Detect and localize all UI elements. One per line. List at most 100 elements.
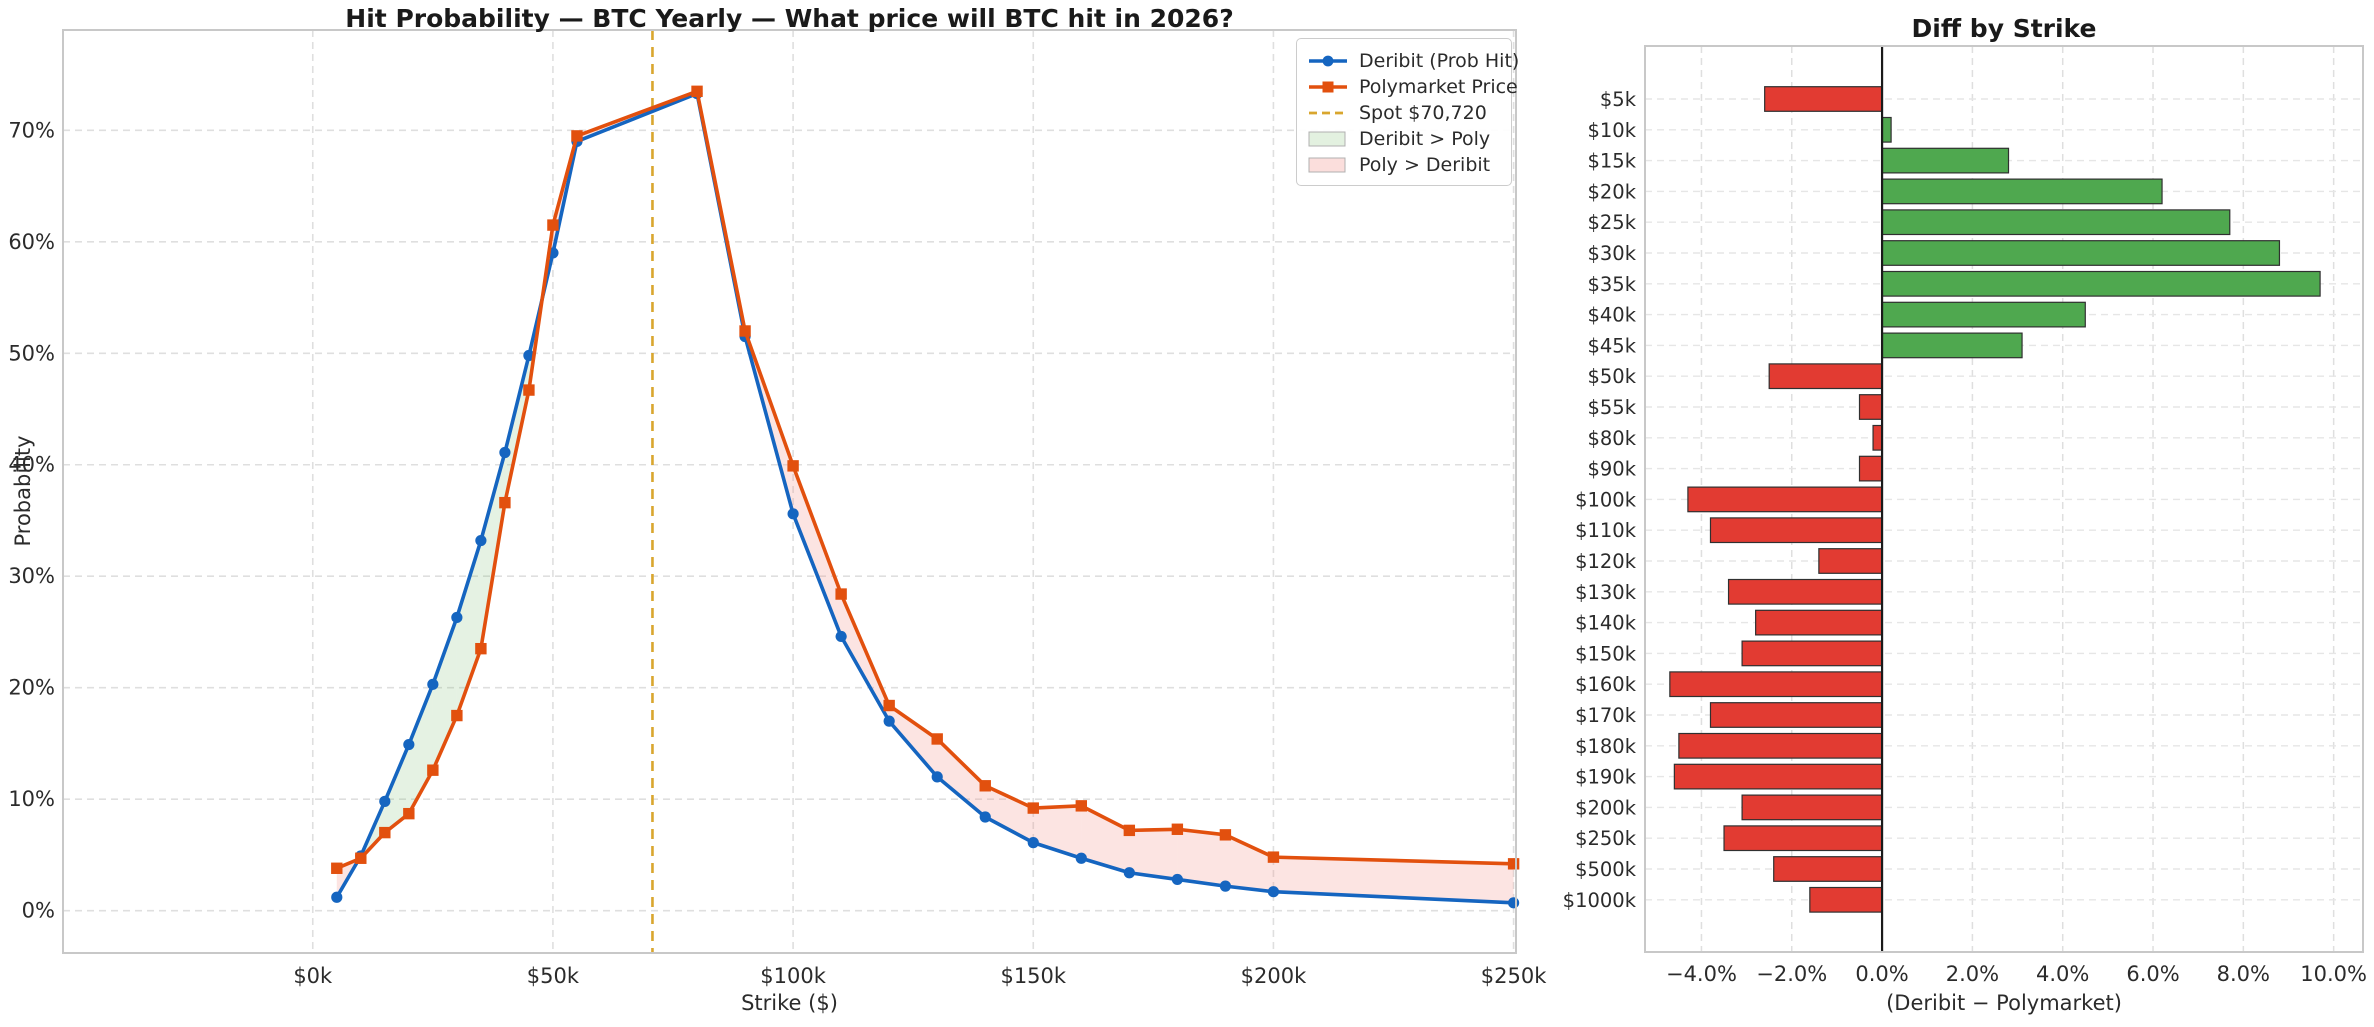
deribit-line xyxy=(334,91,1516,905)
deribit-point xyxy=(523,349,535,362)
strike-tick-label: $120k xyxy=(1575,550,1637,573)
polymarket-point xyxy=(403,807,415,820)
diff-bar-45k xyxy=(1881,332,2023,359)
green-patch-icon xyxy=(1307,129,1349,149)
diff-tick-label: 10.0% xyxy=(2300,962,2367,986)
polymarket-point xyxy=(547,219,559,231)
deribit-point xyxy=(1027,837,1039,849)
polymarket-point xyxy=(379,826,391,839)
diff-bar-35k xyxy=(1881,270,2321,297)
polymarket-point xyxy=(571,130,583,142)
y-tick-label: 20% xyxy=(8,676,55,700)
diff-bar-150k xyxy=(1741,640,1883,667)
fill-deribit-gt-poly xyxy=(480,452,505,649)
deribit-point xyxy=(1171,873,1183,886)
diff-bar-20k xyxy=(1881,178,2163,205)
fill-poly-gt-deribit xyxy=(1225,834,1274,892)
diff-bar-25k xyxy=(1881,209,2231,236)
diff-bar-80k xyxy=(1872,424,1883,451)
fill-deribit-gt-poly xyxy=(456,540,481,716)
x-tick-label: $200k xyxy=(1241,964,1307,988)
strike-tick-label: $150k xyxy=(1575,642,1637,665)
left-chart-y-axis-label: Probability xyxy=(11,435,35,547)
x-tick-label: $250k xyxy=(1481,964,1547,988)
right-chart-x-axis-label: (Deribit − Polymarket) xyxy=(1886,991,2122,1015)
legend-item-spot: Spot $70,720 xyxy=(1307,100,1501,126)
deribit-point xyxy=(499,446,511,459)
strike-tick-label: $110k xyxy=(1575,519,1637,542)
strike-tick-label: $140k xyxy=(1575,612,1637,635)
strike-tick-label: $190k xyxy=(1575,766,1637,789)
polymarket-point xyxy=(979,780,991,792)
strike-tick-label: $1000k xyxy=(1563,889,1637,912)
polymarket-point xyxy=(1075,800,1088,812)
y-tick-label: 40% xyxy=(8,453,55,477)
red-patch-icon xyxy=(1307,155,1349,175)
diff-bar-170k xyxy=(1709,702,1883,728)
y-tick-label: 10% xyxy=(8,787,55,811)
polymarket-point xyxy=(835,588,847,600)
left-chart-title: Hit Probability — BTC Yearly — What pric… xyxy=(345,4,1234,33)
right-chart-title: Diff by Strike xyxy=(1911,14,2097,43)
deribit-point xyxy=(1219,880,1231,892)
x-tick-label: $150k xyxy=(1000,964,1066,988)
strike-tick-label: $20k xyxy=(1587,180,1636,203)
polymarket-point xyxy=(523,384,535,396)
polymarket-point xyxy=(451,709,463,722)
legend-item-deribit-gt-poly: Deribit > Poly xyxy=(1307,126,1501,152)
strike-tick-label: $55k xyxy=(1587,396,1636,419)
left-plot-border xyxy=(62,29,1517,954)
deribit-point xyxy=(379,795,391,807)
diff-bar-50k xyxy=(1768,363,1883,390)
strike-tick-label: $35k xyxy=(1587,273,1636,296)
strike-tick-label: $170k xyxy=(1575,704,1637,727)
polymarket-point xyxy=(1027,802,1039,814)
legend-label: Deribit (Prob Hit) xyxy=(1359,50,1520,72)
polymarket-point xyxy=(355,852,367,864)
strike-tick-label: $50k xyxy=(1587,365,1636,388)
fill-poly-gt-deribit xyxy=(793,465,842,637)
deribit-point xyxy=(787,508,799,520)
strike-tick-label: $160k xyxy=(1575,673,1637,696)
spot-dashed-line-icon xyxy=(1307,103,1349,123)
polymarket-point xyxy=(427,764,439,776)
polymarket-point xyxy=(691,85,703,98)
strike-tick-label: $10k xyxy=(1587,119,1636,142)
diff-bar-250k xyxy=(1723,825,1883,852)
strike-tick-label: $100k xyxy=(1575,488,1637,511)
diff-bar-5k xyxy=(1764,86,1883,112)
legend-item-polymarket: Polymarket Price xyxy=(1307,74,1518,100)
fill-poly-gt-deribit xyxy=(1177,829,1226,887)
left-chart-x-axis-label: Strike ($) xyxy=(741,991,838,1015)
y-tick-label: 0% xyxy=(22,899,55,923)
y-tick-label: 50% xyxy=(8,341,55,365)
strike-tick-label: $130k xyxy=(1575,581,1637,604)
deribit-point xyxy=(883,715,895,727)
deribit-point xyxy=(331,891,343,903)
polymarket-point xyxy=(1171,823,1184,835)
diff-bar-160k xyxy=(1669,671,1883,698)
fill-poly-gt-deribit xyxy=(1081,805,1130,873)
deribit-point xyxy=(835,630,847,643)
strike-tick-label: $15k xyxy=(1587,150,1636,173)
x-tick-label: $100k xyxy=(760,964,826,988)
polymarket-point xyxy=(1219,829,1232,841)
strike-tick-label: $200k xyxy=(1575,796,1637,819)
fill-poly-gt-deribit xyxy=(889,705,938,777)
diff-bar-110k xyxy=(1709,517,1883,544)
strike-tick-label: $500k xyxy=(1575,858,1637,881)
y-tick-label: 30% xyxy=(8,564,55,588)
deribit-point xyxy=(475,534,487,547)
deribit-line-icon xyxy=(1307,51,1349,71)
diff-bar-130k xyxy=(1727,578,1883,605)
fill-deribit-gt-poly xyxy=(432,617,457,771)
diff-bar-500k xyxy=(1773,856,1883,882)
deribit-point xyxy=(403,738,415,751)
fill-poly-gt-deribit xyxy=(985,785,1034,843)
legend-label: Spot $70,720 xyxy=(1359,102,1487,124)
diff-bar-180k xyxy=(1678,732,1883,759)
diff-bar-15k xyxy=(1881,147,2010,174)
diff-bar-120k xyxy=(1818,548,1883,574)
diff-tick-label: 4.0% xyxy=(2036,962,2089,986)
